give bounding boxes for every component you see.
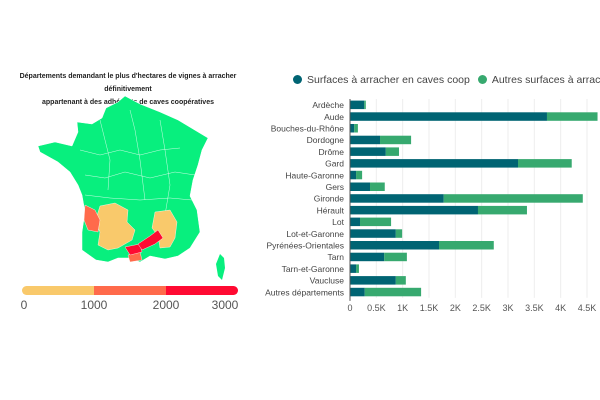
category-label: Autres départements xyxy=(265,287,344,297)
region-tier1-southwest xyxy=(94,202,136,251)
category-label: Lot-et-Garonne xyxy=(286,229,344,239)
bar-autres xyxy=(356,264,359,273)
bar-coop xyxy=(350,124,355,133)
scale-segment-2 xyxy=(94,286,166,295)
bar-coop xyxy=(350,276,396,285)
bar-coop xyxy=(350,112,547,121)
category-label: Haute-Garonne xyxy=(285,170,344,180)
bar-coop xyxy=(350,159,519,168)
category-label: Gard xyxy=(325,159,344,169)
france-map xyxy=(37,95,225,280)
category-label: Tarn xyxy=(327,252,344,262)
category-label: Tarn-et-Garonne xyxy=(282,264,345,274)
bar-coop xyxy=(350,287,365,297)
category-label: Bouches-du-Rhône xyxy=(271,124,345,134)
x-tick-label: 0 xyxy=(347,303,352,313)
bar-autres xyxy=(439,241,494,250)
region-herault-gard xyxy=(137,229,164,251)
x-tick-label: 1.5K xyxy=(420,303,439,313)
bar-autres xyxy=(364,287,422,297)
region-aude xyxy=(124,243,143,256)
bar-coop xyxy=(350,194,444,203)
category-label: Dordogne xyxy=(307,135,345,145)
x-tick-label: 4K xyxy=(555,303,566,313)
category-label: Aude xyxy=(324,112,344,122)
color-scale-bar xyxy=(22,286,238,295)
region-gironde xyxy=(83,204,101,233)
bar-autres xyxy=(546,112,598,121)
x-tick-label: 3.5K xyxy=(525,303,544,313)
bar-autres xyxy=(518,159,572,168)
scale-label-2000: 2000 xyxy=(152,298,180,312)
bar-coop xyxy=(350,264,357,273)
bar-coop xyxy=(350,241,440,250)
bar-autres xyxy=(380,135,412,145)
bar-autres xyxy=(443,194,583,203)
x-tick-label: 2K xyxy=(450,303,461,313)
scale-segment-1 xyxy=(22,286,94,295)
bar-coop xyxy=(350,147,386,156)
category-label: Gers xyxy=(326,182,344,192)
category-label: Ardèche xyxy=(312,100,344,110)
x-tick-label: 3K xyxy=(502,303,513,313)
bar-autres xyxy=(477,205,527,215)
map-title-line1: Départements demandant le plus d'hectare… xyxy=(19,73,237,93)
bar-autres xyxy=(385,147,399,156)
legend-item-coop[interactable]: Surfaces à arracher en caves coop xyxy=(293,74,470,86)
bar-autres xyxy=(370,182,385,191)
bar-autres xyxy=(356,170,363,180)
x-tick-label: 0.5K xyxy=(367,303,386,313)
legend-item-autres[interactable]: Autres surfaces à arracher xyxy=(477,74,600,86)
legend-label: Surfaces à arracher en caves coop xyxy=(307,74,470,86)
legend-dot-icon xyxy=(293,75,302,84)
x-tick-label: 4.5K xyxy=(578,303,597,313)
bar-coop xyxy=(350,205,478,215)
x-tick-label: 1K xyxy=(397,303,408,313)
scale-label-0: 0 xyxy=(20,298,28,312)
scale-label-1000: 1000 xyxy=(80,298,108,312)
chart-legend: Surfaces à arracher en caves coop Autres… xyxy=(293,74,600,86)
category-label: Vaucluse xyxy=(310,276,345,286)
bar-autres xyxy=(384,252,407,262)
scale-label-3000: 3000 xyxy=(211,298,239,312)
x-tick-label: 2.5K xyxy=(472,303,491,313)
bar-autres xyxy=(364,100,366,110)
bar-autres xyxy=(354,124,358,133)
category-label: Hérault xyxy=(317,205,345,215)
bar-coop xyxy=(350,135,381,145)
bar-coop xyxy=(350,170,357,180)
bar-coop xyxy=(350,252,385,262)
legend-label: Autres surfaces à arracher xyxy=(491,74,600,86)
category-label: Lot xyxy=(332,217,344,227)
region-tier1-rhone xyxy=(151,209,178,249)
corsica xyxy=(216,254,225,280)
bar-autres xyxy=(360,217,392,227)
category-label: Gironde xyxy=(314,194,345,204)
bar-coop xyxy=(350,100,365,110)
bar-coop xyxy=(350,229,396,238)
category-label: Drôme xyxy=(318,147,344,157)
bar-autres xyxy=(395,276,406,285)
department-borders xyxy=(79,109,196,216)
bar-coop xyxy=(350,182,371,191)
bar-autres xyxy=(395,229,403,238)
legend-dot-icon xyxy=(477,75,487,84)
category-label: Pyrénées-Orientales xyxy=(267,241,344,251)
scale-segment-3 xyxy=(166,286,238,295)
bar-coop xyxy=(350,217,361,227)
